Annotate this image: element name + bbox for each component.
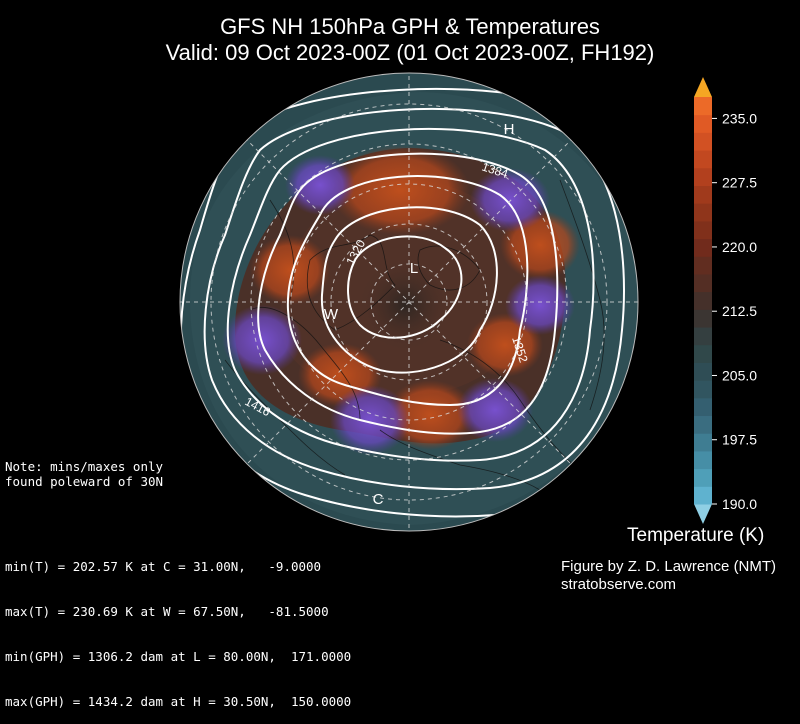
colorbar-over-arrow bbox=[694, 77, 712, 97]
colorbar-segment bbox=[694, 397, 712, 417]
colorbar-segment bbox=[694, 291, 712, 310]
colorbar-segment bbox=[694, 150, 712, 169]
colorbar-segment bbox=[694, 273, 712, 293]
polar-map: 1384 1320 1352 1416 L H W C 235.0227.522… bbox=[179, 72, 757, 532]
colorbar-segment bbox=[694, 238, 712, 257]
temperature-colorbar: 235.0 227.5 220.0 212.5 205.0 197.5 190.0 bbox=[694, 77, 757, 524]
colorbar-segment bbox=[694, 220, 712, 240]
colorbar-tick-label: 205.0 bbox=[722, 367, 757, 383]
marker-cold: C bbox=[373, 491, 384, 508]
stat-min-temp: min(T) = 202.57 K at C = 31.00N, -9.0000 bbox=[5, 559, 322, 574]
colorbar-segment bbox=[694, 132, 712, 151]
website-credit: stratobserve.com bbox=[561, 576, 677, 593]
colorbar-segment bbox=[694, 185, 712, 204]
colorbar-tick-label: 190.0 bbox=[722, 496, 757, 512]
colorbar-segment bbox=[694, 344, 712, 363]
stat-max-temp: max(T) = 230.69 K at W = 67.50N, -81.500… bbox=[5, 604, 329, 619]
note-text: Note: mins/maxes only found poleward of 3… bbox=[5, 459, 163, 489]
colorbar-segment bbox=[694, 167, 712, 186]
colorbar-segment bbox=[694, 433, 712, 452]
extrema-stats: min(T) = 202.57 K at C = 31.00N, -9.0000… bbox=[5, 529, 351, 724]
colorbar-under-arrow bbox=[694, 504, 712, 524]
colorbar-tick-label: 212.5 bbox=[722, 303, 757, 319]
chart-title: GFS NH 150hPa GPH & Temperatures bbox=[220, 14, 600, 39]
colorbar-segment bbox=[694, 362, 712, 381]
colorbar-segment bbox=[694, 468, 712, 487]
stat-min-gph: min(GPH) = 1306.2 dam at L = 80.00N, 171… bbox=[5, 649, 352, 664]
marker-warm: W bbox=[324, 306, 339, 323]
colorbar-tick-label: 235.0 bbox=[722, 110, 757, 126]
colorbar-tick-label: 227.5 bbox=[722, 175, 757, 191]
colorbar-segment bbox=[694, 97, 712, 116]
colorbar-title: Temperature (K) bbox=[627, 525, 765, 546]
stat-max-gph: max(GPH) = 1434.2 dam at H = 30.50N, 150… bbox=[5, 694, 352, 709]
colorbar-tick-label: 197.5 bbox=[722, 432, 757, 448]
marker-low: L bbox=[410, 260, 418, 277]
graticule bbox=[180, 73, 638, 531]
colorbar-segment bbox=[694, 327, 712, 346]
map-boundary bbox=[179, 72, 639, 532]
map-disk bbox=[180, 73, 638, 531]
markers: L H W C bbox=[324, 121, 515, 508]
marker-high: H bbox=[504, 121, 515, 138]
figure-credit: Figure by Z. D. Lawrence (NMT) bbox=[561, 558, 777, 575]
colorbar-segment bbox=[694, 256, 712, 275]
note-line-2: found poleward of 30N bbox=[5, 474, 164, 489]
colorbar-segment bbox=[694, 309, 712, 328]
colorbar-segment bbox=[694, 450, 712, 470]
colorbar-segment bbox=[694, 203, 712, 222]
colorbar-segment bbox=[694, 415, 712, 434]
colorbar-tick-label: 220.0 bbox=[722, 239, 757, 255]
colorbar-segment bbox=[694, 114, 712, 133]
chart-subtitle: Valid: 09 Oct 2023-00Z (01 Oct 2023-00Z,… bbox=[165, 40, 655, 65]
colorbar-segment bbox=[694, 486, 712, 505]
colorbar-segment bbox=[694, 380, 712, 399]
note-line-1: Note: mins/maxes only bbox=[5, 459, 164, 474]
